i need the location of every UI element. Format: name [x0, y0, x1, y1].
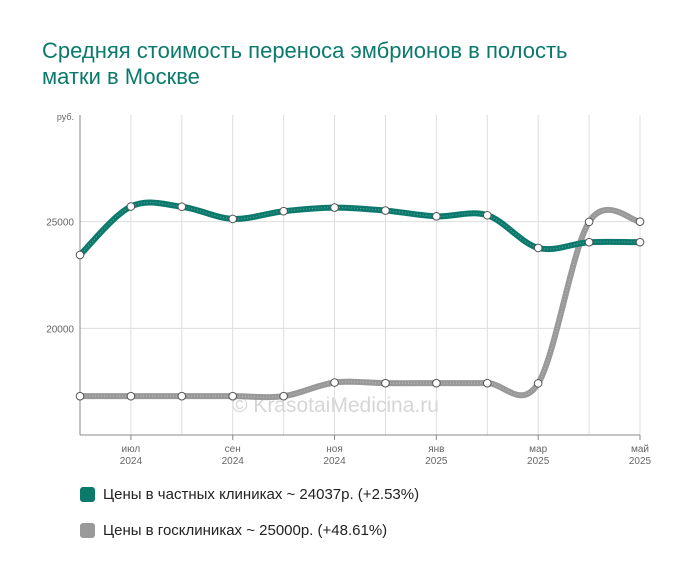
- series-line: [77, 199, 643, 258]
- data-point: [75, 250, 85, 260]
- legend-label-private: Цены в частных клиниках ~ 24037р. (+2.53…: [103, 485, 420, 503]
- legend-item-public[interactable]: Цены в госклиниках ~ 25000р. (+48.61%): [80, 520, 419, 540]
- legend-item-private[interactable]: Цены в частных клиниках ~ 24037р. (+2.53…: [80, 484, 419, 504]
- data-point: [584, 217, 594, 227]
- data-point: [533, 243, 543, 253]
- x-tick-label-month: янв: [428, 444, 444, 455]
- y-unit-label: руб.: [57, 112, 74, 122]
- data-point: [482, 378, 492, 388]
- x-tick-label-year: 2025: [629, 456, 652, 467]
- x-tick-label-month: июл: [122, 444, 141, 455]
- data-point: [279, 391, 288, 401]
- data-point: [432, 378, 441, 388]
- x-tick-label-month: ноя: [326, 444, 343, 455]
- series-group: [75, 199, 645, 401]
- y-axis: 20000 25000: [46, 218, 74, 336]
- legend-swatch-public: [80, 522, 95, 538]
- legend-label-public: Цены в госклиниках ~ 25000р. (+48.61%): [103, 521, 388, 539]
- legend-swatch-private: [80, 486, 95, 502]
- y-tick-label: 25000: [46, 218, 74, 229]
- data-point: [635, 217, 645, 226]
- x-tick-label-year: 2024: [120, 456, 143, 467]
- y-tick-label: 20000: [46, 324, 74, 335]
- x-tick-label-month: сен: [225, 444, 241, 455]
- data-point: [381, 378, 390, 388]
- data-point: [126, 202, 136, 211]
- grid: [79, 115, 641, 436]
- chart-title: Средняя стоимость переноса эмбрионов в п…: [42, 38, 568, 89]
- x-tick-label-year: 2025: [425, 456, 448, 467]
- x-axis: июл2024сен2024ноя2024янв2025мар2025май20…: [120, 435, 652, 467]
- data-point: [482, 210, 492, 220]
- series-line-texture: [80, 209, 641, 398]
- x-tick-label-year: 2024: [323, 456, 346, 467]
- data-point: [177, 391, 187, 401]
- data-point: [533, 379, 543, 388]
- data-point: [279, 206, 288, 216]
- data-point: [228, 391, 238, 401]
- data-point: [330, 203, 339, 212]
- data-point: [635, 237, 645, 247]
- data-point: [126, 391, 136, 401]
- legend: Цены в частных клиниках ~ 24037р. (+2.53…: [80, 484, 419, 556]
- data-point: [75, 391, 85, 401]
- data-point: [177, 202, 187, 212]
- x-tick-label-month: мар: [529, 444, 547, 455]
- x-tick-label-month: май: [631, 444, 649, 455]
- x-tick-label-year: 2024: [222, 456, 245, 467]
- series-line: [77, 206, 643, 401]
- data-point: [432, 212, 441, 221]
- x-tick-label-year: 2025: [527, 456, 550, 467]
- data-point: [228, 214, 238, 224]
- data-point: [330, 378, 339, 387]
- data-point: [584, 237, 594, 247]
- series-private: [75, 199, 645, 260]
- data-point: [381, 206, 390, 215]
- series-public: [75, 206, 645, 401]
